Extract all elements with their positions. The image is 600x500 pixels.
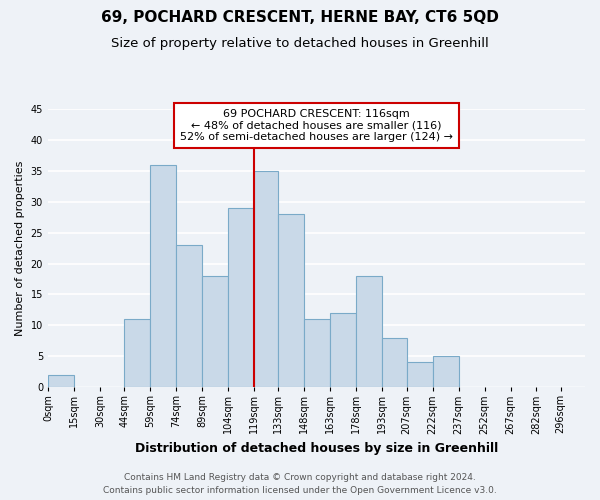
Bar: [278, 214, 304, 387]
Bar: [356, 276, 382, 387]
X-axis label: Distribution of detached houses by size in Greenhill: Distribution of detached houses by size …: [135, 442, 498, 455]
Bar: [124, 319, 150, 387]
Bar: [48, 375, 74, 387]
Bar: [254, 171, 278, 387]
Y-axis label: Number of detached properties: Number of detached properties: [15, 160, 25, 336]
Text: 69, POCHARD CRESCENT, HERNE BAY, CT6 5QD: 69, POCHARD CRESCENT, HERNE BAY, CT6 5QD: [101, 10, 499, 25]
Bar: [382, 338, 407, 387]
Bar: [331, 313, 356, 387]
Bar: [228, 208, 254, 387]
Bar: [304, 319, 331, 387]
Text: Size of property relative to detached houses in Greenhill: Size of property relative to detached ho…: [111, 38, 489, 51]
Text: 69 POCHARD CRESCENT: 116sqm
← 48% of detached houses are smaller (116)
52% of se: 69 POCHARD CRESCENT: 116sqm ← 48% of det…: [180, 109, 453, 142]
Bar: [407, 362, 433, 387]
Bar: [202, 276, 228, 387]
Bar: [433, 356, 458, 387]
Bar: [150, 164, 176, 387]
Text: Contains HM Land Registry data © Crown copyright and database right 2024.
Contai: Contains HM Land Registry data © Crown c…: [103, 474, 497, 495]
Bar: [176, 245, 202, 387]
